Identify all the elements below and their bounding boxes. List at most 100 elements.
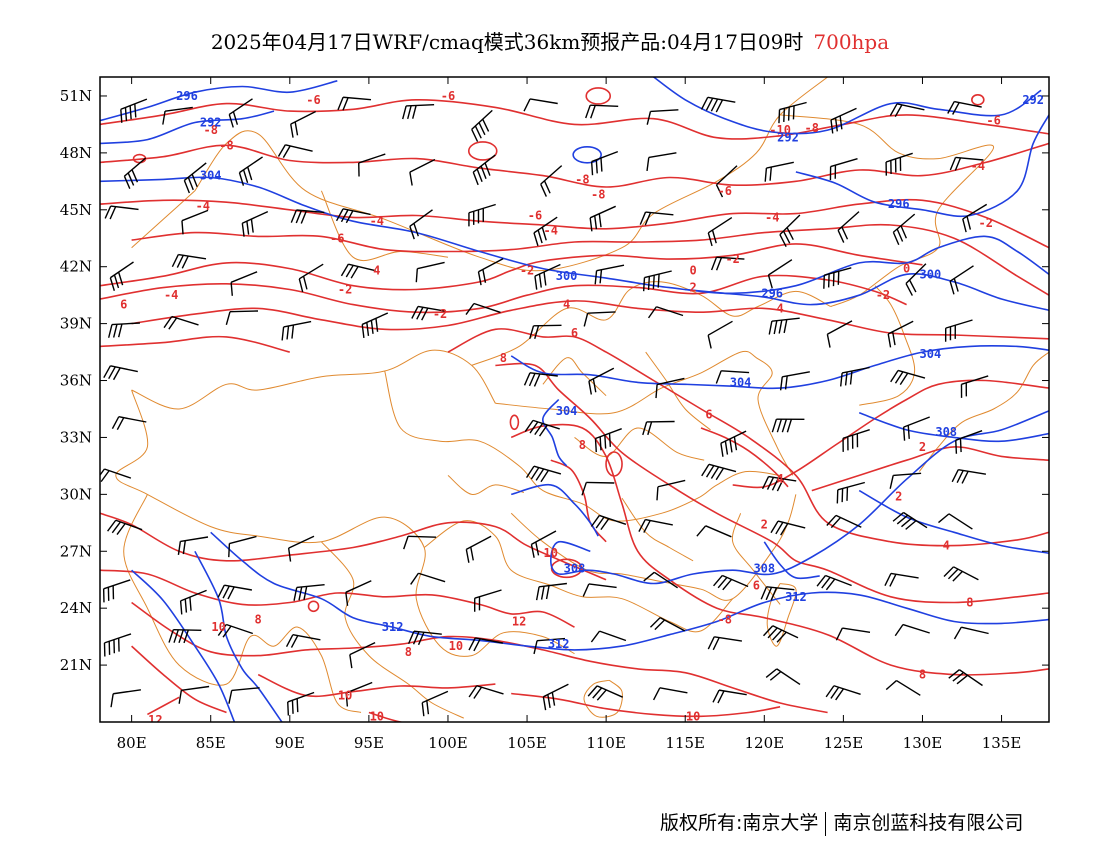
wind-barb: [163, 315, 199, 330]
wind-barb: [285, 633, 321, 648]
isotherm-line: [100, 274, 907, 314]
wind-barb: [162, 106, 193, 125]
wind-barb: [241, 210, 269, 237]
wind-barb: [542, 683, 569, 711]
wind-barb: [715, 165, 738, 198]
wind-barb: [402, 104, 435, 120]
wind-barb: [468, 685, 504, 699]
wind-barb: [103, 365, 138, 381]
wind-barb: [938, 513, 973, 530]
wind-barb: [468, 637, 503, 652]
isotherm-label: 4: [373, 264, 380, 278]
wind-barb: [421, 690, 449, 717]
isotherm-line: [131, 300, 1049, 340]
wind-barb: [894, 623, 930, 637]
isotherm-label: 6: [705, 408, 712, 422]
wind-barb: [473, 589, 502, 612]
wind-barb: [535, 582, 567, 601]
wind-barb: [345, 681, 373, 707]
wind-barb: [472, 154, 496, 186]
height-contour-label: 312: [382, 620, 404, 634]
wind-barb: [540, 165, 563, 197]
wind-barb: [816, 574, 852, 591]
isotherm-label: -6: [718, 184, 732, 198]
isotherm-label: 8: [500, 351, 507, 365]
pressure-level: 700hpa: [813, 30, 890, 54]
boundary-line: [621, 497, 694, 562]
isotherm-label: -4: [544, 224, 558, 238]
wind-barb: [525, 465, 562, 483]
wind-barb: [955, 430, 983, 454]
boundary-line: [194, 77, 828, 272]
wind-barb: [589, 205, 616, 232]
wind-barb: [761, 475, 797, 492]
wind-barb: [951, 468, 987, 484]
isotherm-label: 12: [512, 614, 526, 628]
isotherm-loop: [585, 87, 612, 105]
isotherm-line: [131, 223, 1049, 296]
map-frame: [99, 76, 1050, 723]
wind-barb: [298, 263, 324, 293]
boundary-line: [131, 190, 196, 249]
wind-barb: [701, 463, 737, 481]
lat-tick-label: 39N: [60, 315, 92, 333]
isotherm-line: [368, 711, 405, 722]
isotherm-label: 6: [120, 298, 127, 312]
map-title: 2025年04月17日WRF/cmaq模式36km预报产品:04月17日09时 7…: [0, 26, 1100, 55]
wind-barb: [358, 153, 386, 177]
wind-barb: [340, 263, 376, 279]
wind-barb: [111, 416, 147, 430]
wind-barb: [707, 217, 733, 247]
wind-barb: [764, 161, 794, 182]
height-contour-label: 308: [753, 561, 775, 575]
wind-barb: [171, 253, 207, 269]
wind-barb: [905, 263, 927, 296]
isotherm-label: 10: [449, 639, 463, 653]
lat-tick-label: 30N: [60, 485, 92, 503]
lat-tick-label: 33N: [60, 428, 92, 446]
wind-barb: [103, 633, 132, 657]
isotherm-label: -4: [971, 159, 985, 173]
height-contour-line: [100, 176, 1049, 295]
height-contour-label: 300: [920, 267, 942, 281]
isotherm-line: [100, 198, 1049, 249]
height-contour-label: 296: [176, 89, 198, 103]
wind-barb: [594, 264, 625, 285]
wind-barb: [100, 468, 132, 483]
wind-barb: [830, 107, 857, 134]
height-contour-line: [194, 550, 283, 722]
wind-barb: [110, 689, 141, 708]
isotherm-label: 4: [776, 301, 783, 315]
wind-barb: [639, 211, 674, 226]
wind-barb: [949, 265, 974, 295]
wind-barb: [767, 259, 793, 289]
wind-barb: [884, 572, 919, 587]
wind-barb: [885, 679, 921, 696]
wind-barb: [642, 270, 672, 292]
wind-barb: [178, 685, 210, 704]
lon-tick-label: 85E: [196, 734, 226, 752]
wind-barb: [842, 429, 870, 452]
wind-barb: [523, 372, 558, 387]
isotherm-label: -2: [433, 307, 447, 321]
height-contour-label: 292: [1022, 93, 1044, 107]
height-contour-loop: [572, 145, 602, 164]
isotherm-loop: [971, 93, 985, 106]
boundary-line: [574, 427, 705, 461]
wind-barb: [120, 98, 148, 123]
isotherm-line: [495, 362, 1049, 604]
isotherm-label: 4: [943, 539, 950, 553]
wind-barb: [533, 637, 566, 655]
lon-tick-label: 80E: [117, 734, 147, 752]
isotherm-line: [257, 673, 496, 698]
isotherm-label: 2: [895, 489, 902, 503]
wind-barb: [652, 687, 688, 701]
height-contour-label: 308: [564, 561, 586, 575]
wind-barbs: [100, 96, 989, 717]
wind-barb: [594, 428, 622, 453]
lat-tick-label: 27N: [60, 542, 92, 560]
isotherm-loop: [467, 141, 498, 161]
wind-barb: [943, 566, 979, 582]
isotherm-line: [447, 328, 1049, 547]
